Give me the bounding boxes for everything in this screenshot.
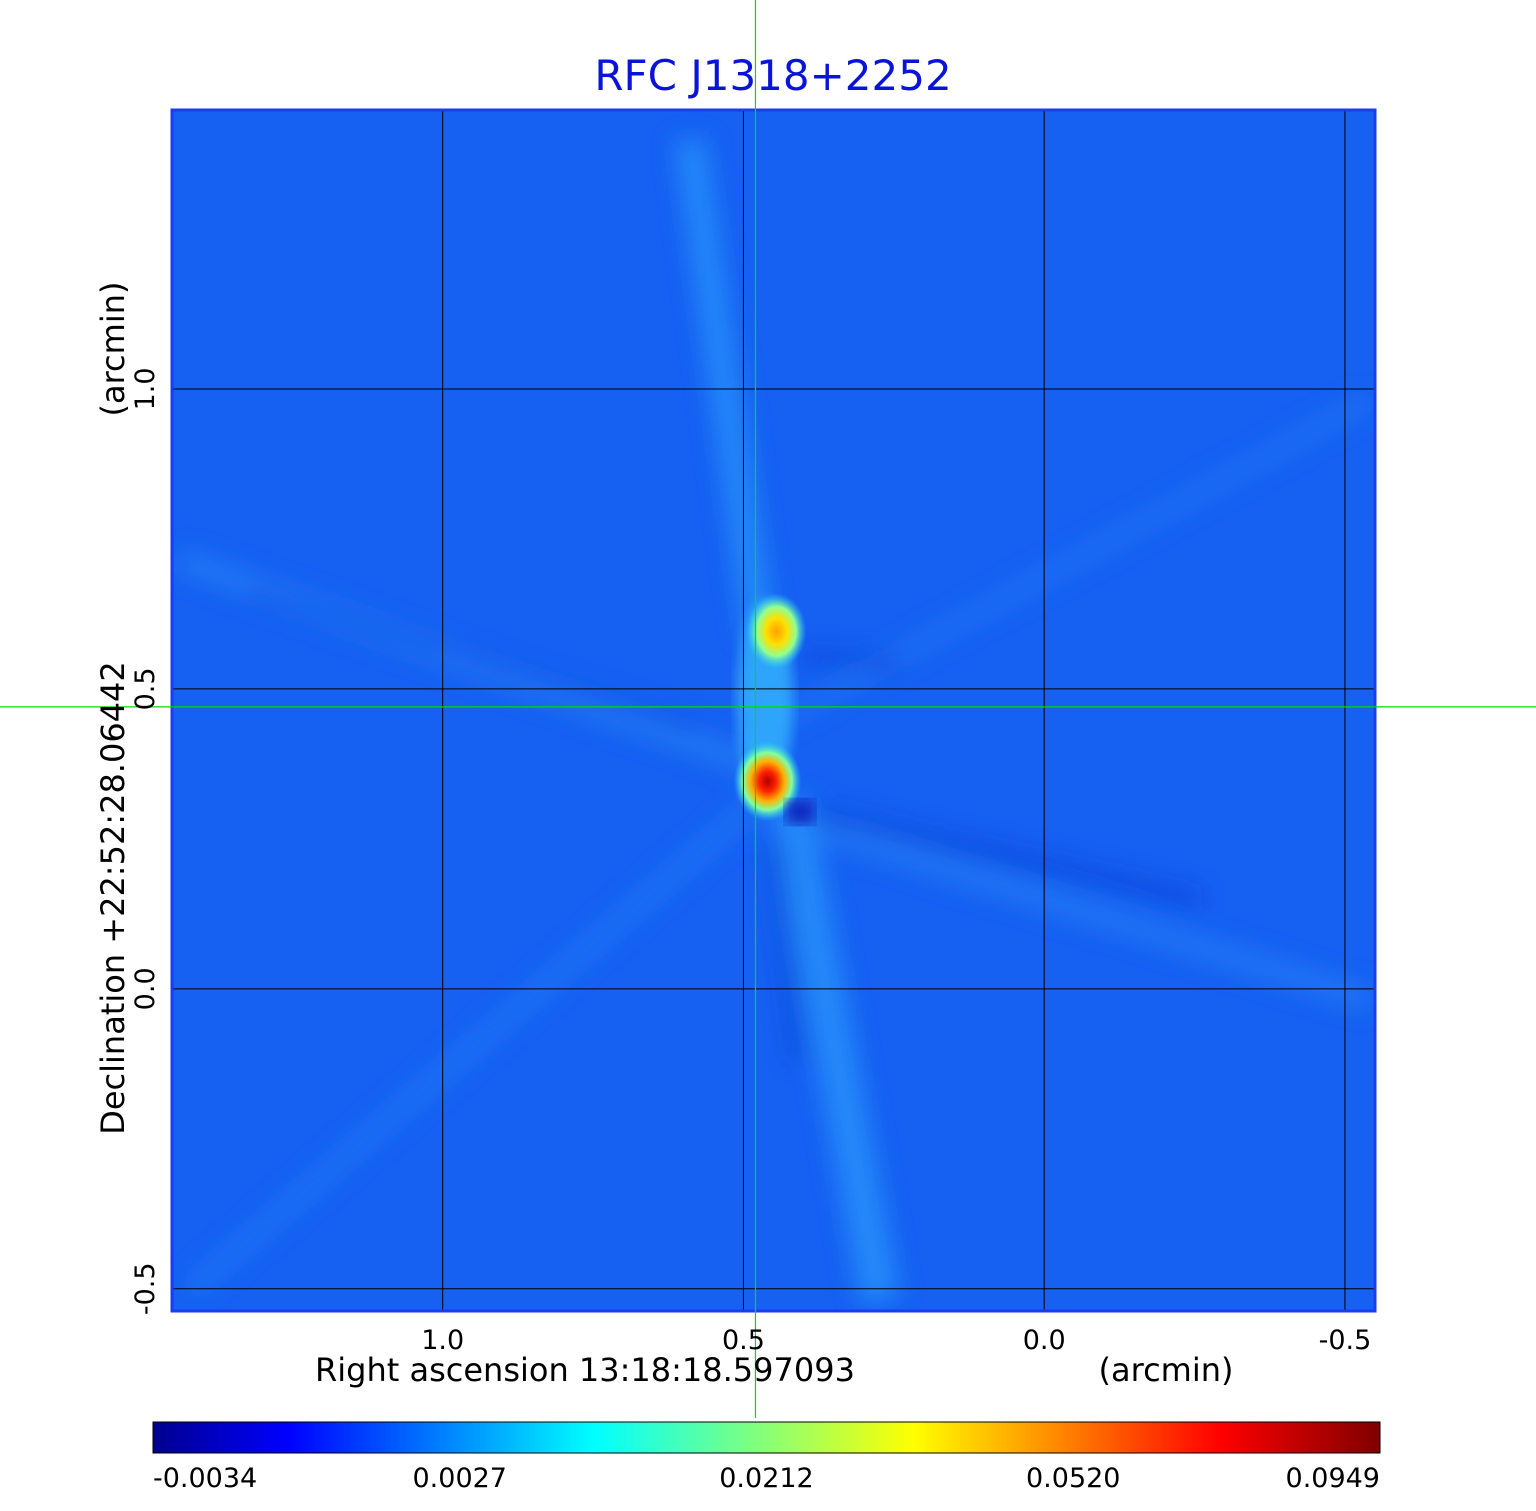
y-axis-unit: (arcmin)	[94, 282, 132, 417]
x-tick-label: 1.0	[421, 1325, 464, 1356]
colorbar-labels: -0.0034 0.0027 0.0212 0.0520 0.0949	[153, 1463, 1380, 1494]
image-map	[172, 110, 1375, 1311]
colorbar-tick-label: 0.0212	[719, 1463, 813, 1494]
grid-lines	[172, 110, 1375, 1311]
y-tick-label: 0.5	[130, 667, 161, 710]
colorbar-tick-label: 0.0949	[1286, 1463, 1380, 1494]
x-tick-label: 0.5	[722, 1325, 765, 1356]
chart-title: RFC J1318+2252	[594, 51, 951, 100]
source-component-secondary	[746, 593, 807, 670]
x-tick-labels: 1.0 0.5 0.0 -0.5	[421, 1325, 1371, 1356]
x-axis-unit: (arcmin)	[1099, 1351, 1234, 1389]
plot-frame	[170, 108, 1377, 1313]
y-axis-label: Declination +22:52:28.06442	[94, 661, 132, 1135]
y-tick-label: -0.5	[130, 1262, 161, 1315]
x-tick-label: -0.5	[1319, 1325, 1372, 1356]
source-components	[733, 593, 814, 824]
colorbar-tick-label: 0.0520	[1026, 1463, 1120, 1494]
crosshair	[0, 0, 1536, 1418]
x-tick-label: 0.0	[1023, 1325, 1066, 1356]
y-tick-labels: -0.5 0.0 0.5 1.0	[130, 367, 161, 1315]
source-component-main	[733, 741, 802, 822]
x-axis-label: Right ascension 13:18:18.597093	[315, 1351, 855, 1389]
colorbar	[152, 1421, 1381, 1454]
colorbar-tick-label: -0.0034	[153, 1463, 257, 1494]
colorbar-tick-label: 0.0027	[413, 1463, 507, 1494]
y-tick-label: 1.0	[130, 367, 161, 410]
y-tick-label: 0.0	[130, 967, 161, 1010]
sidelobe-streaks	[176, 137, 1375, 1304]
